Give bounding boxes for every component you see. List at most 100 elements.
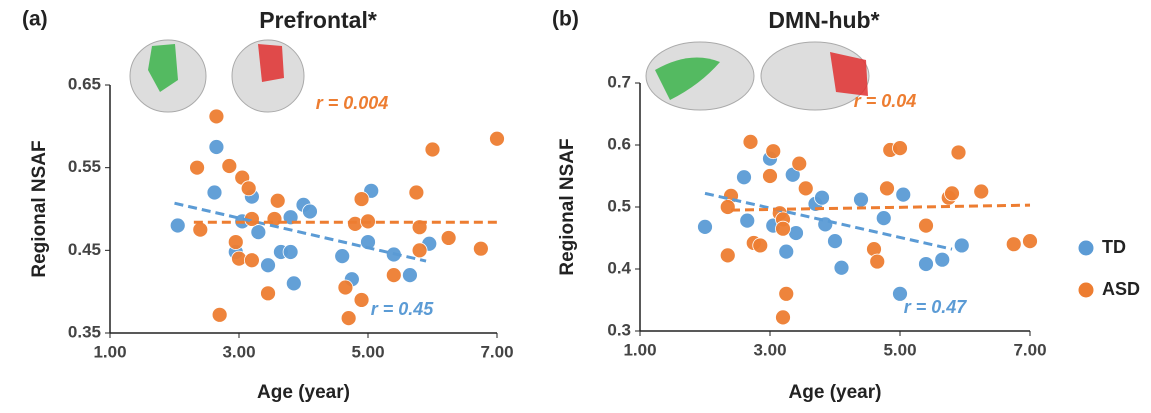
- legend-marker: [1077, 281, 1095, 299]
- point: [260, 257, 276, 274]
- point: [833, 259, 850, 276]
- point: [775, 309, 791, 326]
- point: [192, 221, 209, 238]
- point: [240, 180, 257, 197]
- point: [853, 191, 869, 208]
- y-axis-label: Regional NSAF: [29, 140, 50, 277]
- legend-label: TD: [1102, 237, 1126, 257]
- panel-label: (a): [22, 8, 48, 31]
- trend-line: [174, 201, 427, 263]
- point: [424, 141, 441, 158]
- y-tick-label: 0.3: [607, 320, 631, 339]
- y-tick-label: 0.6: [607, 134, 631, 153]
- point: [869, 253, 886, 270]
- point: [944, 185, 960, 202]
- point: [340, 310, 357, 327]
- point: [973, 183, 990, 200]
- point: [778, 285, 795, 302]
- panel-label: (b): [552, 8, 579, 31]
- point: [334, 248, 351, 265]
- y-tick-label: 0.55: [68, 157, 101, 176]
- point: [765, 143, 782, 160]
- x-tick-label: 3.00: [753, 340, 786, 359]
- point: [282, 244, 299, 260]
- r-annotation: r = 0.47: [904, 297, 968, 317]
- point: [206, 184, 223, 201]
- brain-images-a: [129, 39, 305, 113]
- point: [302, 203, 318, 220]
- point: [879, 180, 895, 197]
- x-tick-label: 7.00: [480, 342, 513, 361]
- point: [211, 306, 228, 323]
- y-tick-label: 0.7: [607, 72, 631, 91]
- point: [950, 144, 967, 161]
- point: [827, 233, 843, 250]
- point: [736, 169, 752, 186]
- brain-images-b: [645, 41, 870, 111]
- x-tick-label: 5.00: [351, 342, 384, 361]
- point: [778, 243, 795, 260]
- point: [742, 133, 759, 150]
- point: [934, 251, 951, 268]
- point: [918, 217, 934, 234]
- legend-label: ASD: [1102, 279, 1140, 299]
- point: [347, 215, 364, 232]
- chart-title: Prefrontal*: [259, 7, 377, 33]
- x-tick-label: 1.00: [623, 340, 656, 359]
- point: [353, 292, 370, 308]
- point: [489, 130, 505, 147]
- trend-line: [704, 191, 953, 251]
- point: [269, 192, 286, 209]
- legend-marker: [1077, 239, 1095, 257]
- point: [814, 189, 830, 206]
- point: [169, 217, 186, 234]
- point: [385, 267, 402, 284]
- point: [440, 230, 457, 246]
- point: [250, 224, 267, 241]
- point: [892, 285, 908, 302]
- point: [892, 140, 908, 157]
- point: [408, 184, 425, 201]
- point: [918, 256, 934, 272]
- y-tick-label: 0.4: [607, 258, 631, 277]
- point: [411, 242, 428, 259]
- point: [775, 220, 791, 237]
- point: [1022, 233, 1038, 250]
- point: [260, 285, 276, 302]
- r-annotation: r = 0.004: [316, 93, 389, 113]
- point: [797, 180, 814, 197]
- point: [895, 186, 912, 203]
- x-axis-label: Age (year): [257, 382, 350, 403]
- point: [791, 155, 808, 172]
- point: [360, 234, 376, 250]
- y-tick-label: 0.5: [607, 196, 631, 215]
- x-tick-label: 1.00: [93, 342, 126, 361]
- point: [762, 168, 778, 184]
- point: [697, 218, 713, 235]
- point: [472, 240, 489, 257]
- point: [227, 234, 244, 250]
- x-axis-label: Age (year): [789, 382, 882, 403]
- r-annotation: r = 0.04: [854, 91, 917, 111]
- point: [719, 247, 736, 264]
- point: [353, 191, 370, 207]
- point: [739, 212, 756, 229]
- y-tick-label: 0.35: [68, 322, 101, 341]
- point: [266, 211, 283, 227]
- point: [221, 158, 238, 174]
- r-annotation: r = 0.45: [371, 299, 435, 319]
- y-axis-label: Regional NSAF: [557, 138, 578, 275]
- point: [402, 267, 418, 284]
- x-tick-label: 3.00: [222, 342, 255, 361]
- chart-title: DMN-hub*: [768, 7, 879, 33]
- point: [208, 108, 225, 125]
- trend-line: [730, 203, 1031, 212]
- y-tick-label: 0.65: [68, 74, 101, 93]
- point: [243, 252, 260, 269]
- point: [285, 275, 302, 292]
- point: [953, 237, 970, 254]
- point: [875, 210, 892, 227]
- x-tick-label: 7.00: [1013, 340, 1046, 359]
- point: [208, 139, 225, 155]
